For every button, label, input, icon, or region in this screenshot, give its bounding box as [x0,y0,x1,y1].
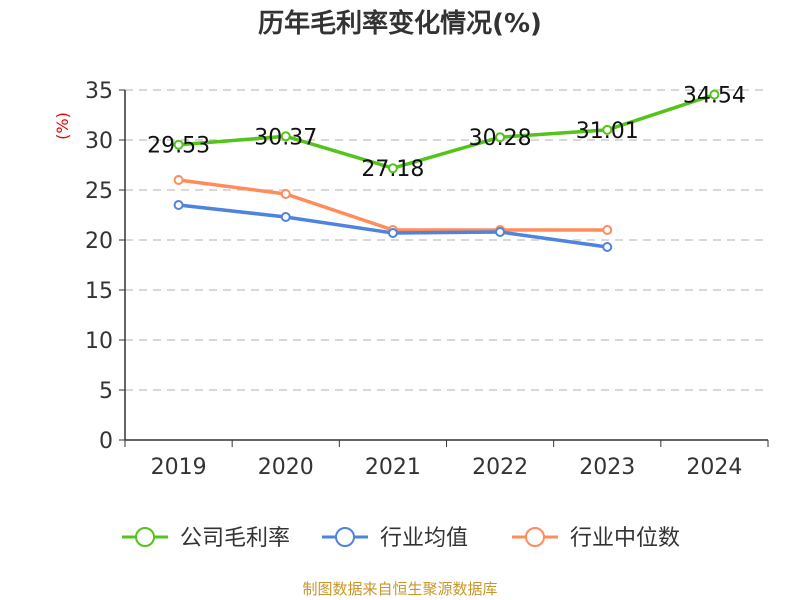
y-tick-label: 30 [85,129,113,154]
x-tick-label: 2022 [472,455,528,480]
data-point [173,175,184,185]
data-label: 29.53 [147,134,210,159]
series-line-2 [178,178,608,232]
data-point [387,163,398,174]
y-tick-label: 5 [99,379,113,404]
data-label: 27.18 [361,157,424,182]
data-point [387,228,398,238]
data-point [602,225,613,235]
y-tick-label: 20 [85,229,113,254]
y-tick-label: 35 [85,79,113,104]
data-point [495,132,506,143]
data-point [280,189,291,199]
data-point [495,227,506,237]
legend-item-label: 公司毛利率 [180,526,290,551]
data-point [709,89,720,100]
data-point [602,124,613,135]
data-label: 34.54 [683,84,746,109]
x-tick-label: 2020 [258,455,314,480]
data-point [280,131,291,142]
source-note: 制图数据来自恒生聚源数据库 [302,580,497,598]
legend-marker [525,527,545,547]
x-tick-label: 2019 [151,455,207,480]
y-tick-label: 15 [85,279,113,304]
data-point [173,200,184,210]
y-tick-label: 25 [85,179,113,204]
data-label: 30.37 [254,125,317,150]
series-line-0 [178,92,715,171]
y-tick-label: 10 [85,329,113,354]
data-label: 30.28 [469,126,532,151]
legend-marker [135,527,155,547]
chart-title: 历年毛利率变化情况(%) [258,8,542,39]
x-tick-label: 2024 [686,455,742,480]
y-axis-label: (%) [53,112,72,140]
data-label: 31.01 [576,119,639,144]
legend-marker [335,527,355,547]
x-tick-label: 2021 [365,455,421,480]
y-tick-label: 0 [99,429,113,454]
data-point [173,139,184,150]
data-point [280,212,291,222]
legend-item-label: 行业中位数 [570,526,680,551]
data-point [602,242,613,252]
x-tick-label: 2023 [579,455,635,480]
legend-item-label: 行业均值 [380,526,468,551]
